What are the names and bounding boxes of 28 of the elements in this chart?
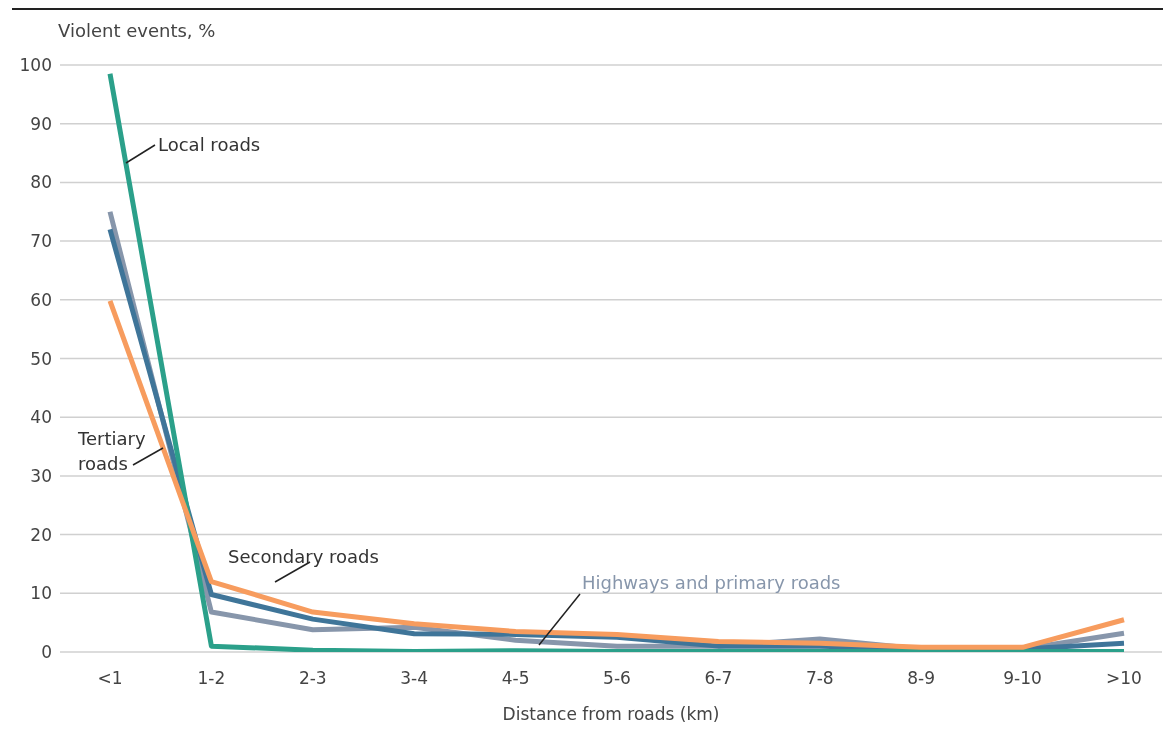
x-tick-label: 5-6 [603, 668, 631, 689]
y-tick-label: 90 [30, 113, 52, 134]
x-tick-label: 4-5 [501, 668, 530, 689]
x-tick-label: 1-2 [197, 668, 226, 689]
y-tick-label: 70 [30, 231, 52, 252]
y-tick-label: 60 [30, 289, 52, 310]
text: Highways and primary roads [582, 571, 841, 595]
y-tick-label: 10 [30, 583, 52, 604]
series-label: Local roads [158, 133, 261, 157]
y-tick-label: 80 [30, 172, 52, 193]
x-tick-label: 9-10 [1003, 668, 1042, 689]
y-tick-label: 0 [41, 642, 52, 663]
x-tick-label: 7-8 [805, 668, 834, 689]
y-tick-label: 30 [30, 465, 52, 486]
x-tick-label: 8-9 [907, 668, 936, 689]
x-tick-label: 6-7 [704, 668, 733, 689]
x-axis-title: Distance from roads (km) [501, 704, 721, 724]
y-axis-title: Violent events, % [58, 20, 216, 41]
series-label: Tertiary roads [78, 427, 147, 476]
series-label: Secondary roads [228, 545, 379, 569]
y-tick-label: 50 [30, 348, 52, 369]
y-tick-label: 100 [19, 55, 52, 76]
x-tick-label: >10 [1106, 668, 1142, 689]
x-tick-label: 3-4 [400, 668, 429, 689]
x-tick-label: 2-3 [298, 668, 327, 689]
y-tick-label: 20 [30, 524, 52, 545]
x-tick-label: <1 [97, 668, 123, 689]
y-tick-label: 40 [30, 407, 52, 428]
